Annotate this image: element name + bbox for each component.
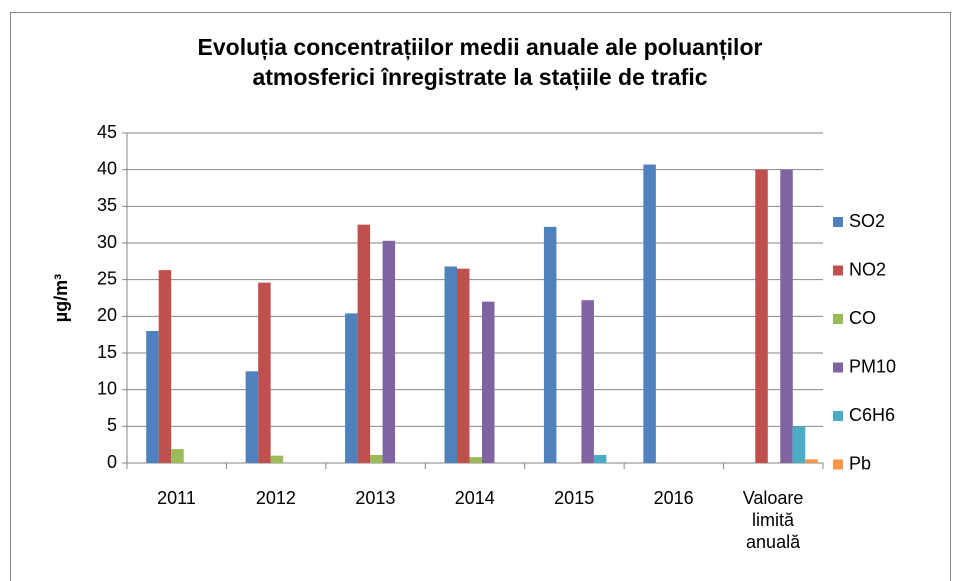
legend-swatch [833, 411, 843, 421]
bar [370, 454, 383, 463]
x-tick-label: 2015 [554, 488, 595, 508]
x-tick-label: 2014 [454, 488, 495, 508]
bar [270, 455, 284, 463]
x-tick-label: 2011 [157, 488, 196, 508]
legend-label: SO2 [849, 211, 885, 231]
legend-swatch [833, 217, 843, 227]
y-tick-label: 15 [97, 342, 117, 362]
legend-swatch [833, 362, 843, 373]
bar [805, 459, 818, 463]
bar [444, 266, 457, 463]
legend-swatch [833, 314, 843, 324]
y-tick-label: 45 [97, 122, 117, 142]
bar [643, 164, 656, 464]
legend-swatch [833, 265, 843, 276]
y-tick-label: 25 [97, 268, 117, 288]
legend-label: CO [849, 308, 876, 328]
x-tick-label: 2016 [653, 488, 694, 508]
y-axis-label: µg/m³ [51, 274, 71, 322]
y-tick-label: 30 [97, 232, 117, 252]
bar [345, 313, 358, 463]
x-tick-label: 2013 [355, 488, 396, 508]
x-tick-label: Valoare limită anuală [742, 488, 804, 552]
legend-swatch [833, 459, 843, 470]
y-tick-label: 0 [107, 452, 117, 472]
bar [780, 169, 793, 463]
bar [258, 282, 271, 463]
legend-label: C6H6 [849, 405, 895, 425]
bar [245, 371, 259, 463]
bar [482, 301, 495, 463]
bar [382, 240, 396, 463]
y-tick-label: 5 [107, 415, 117, 435]
legend-label: Pb [849, 453, 871, 473]
y-tick-label: 35 [97, 195, 117, 215]
y-tick-label: 20 [97, 305, 117, 325]
bar [792, 426, 806, 463]
bar [171, 449, 184, 463]
bar [755, 169, 768, 463]
bar [581, 300, 594, 463]
bar [543, 226, 557, 463]
bar [593, 454, 607, 463]
bar [457, 268, 470, 463]
legend-label: PM10 [849, 356, 896, 376]
y-tick-label: 10 [97, 378, 117, 398]
bar [146, 331, 159, 463]
y-tick-label: 40 [97, 158, 117, 178]
chart-title: Evoluția concentrațiilor medii anuale al… [197, 34, 763, 90]
bar [469, 457, 482, 463]
bar [357, 224, 371, 463]
x-tick-label: 2012 [255, 488, 296, 508]
legend-label: NO2 [849, 259, 886, 279]
bar [158, 270, 172, 463]
